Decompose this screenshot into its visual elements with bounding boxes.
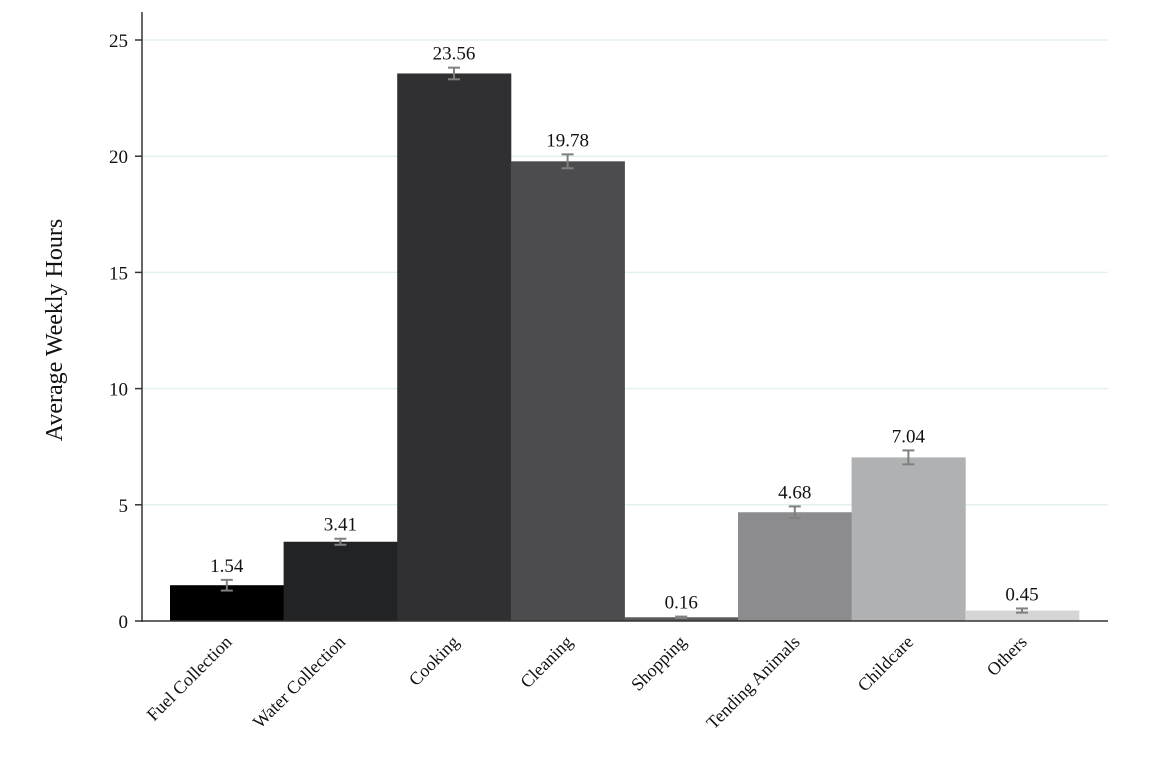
data-label: 19.78 — [546, 130, 589, 151]
bar-cleaning — [510, 161, 625, 621]
bar-shopping — [624, 617, 739, 621]
error-bar — [448, 66, 460, 81]
y-tick-label: 15 — [109, 263, 128, 284]
bar-cooking — [397, 73, 512, 622]
bar-tending-animals — [738, 512, 853, 621]
y-tick-label: 25 — [109, 31, 128, 52]
y-tick-label: 5 — [119, 496, 129, 517]
error-bar — [561, 153, 574, 170]
data-label: 1.54 — [210, 556, 244, 577]
x-tick-label: Childcare — [854, 632, 918, 696]
data-label: 7.04 — [892, 426, 926, 447]
x-tick-label: Cooking — [405, 632, 463, 690]
bar-others — [965, 610, 1080, 621]
error-bar — [902, 449, 915, 466]
x-tick-label: Shopping — [627, 632, 690, 695]
x-tick-label: Others — [983, 632, 1031, 680]
data-label: 3.41 — [324, 515, 357, 536]
y-tick-label: 0 — [119, 612, 129, 633]
y-tick-label: 10 — [109, 380, 128, 401]
y-tick-label: 20 — [109, 147, 128, 168]
data-label: 4.68 — [778, 482, 811, 503]
data-label: 23.56 — [433, 44, 476, 65]
bar-water-collection — [283, 541, 398, 621]
data-label: 0.16 — [665, 593, 698, 614]
error-bar — [788, 505, 801, 520]
error-bar — [675, 615, 688, 619]
x-tick-label: Water Collection — [249, 632, 349, 732]
data-label: 0.45 — [1005, 584, 1038, 605]
error-bar — [220, 578, 233, 592]
x-tick-label: Cleaning — [516, 632, 576, 692]
error-bar — [1016, 607, 1028, 614]
y-axis-label: Average Weekly Hours — [42, 219, 68, 441]
bar-childcare — [851, 457, 966, 621]
error-bar — [334, 537, 347, 546]
x-tick-label: Tending Animals — [702, 632, 803, 733]
x-tick-label: Fuel Collection — [143, 632, 236, 725]
